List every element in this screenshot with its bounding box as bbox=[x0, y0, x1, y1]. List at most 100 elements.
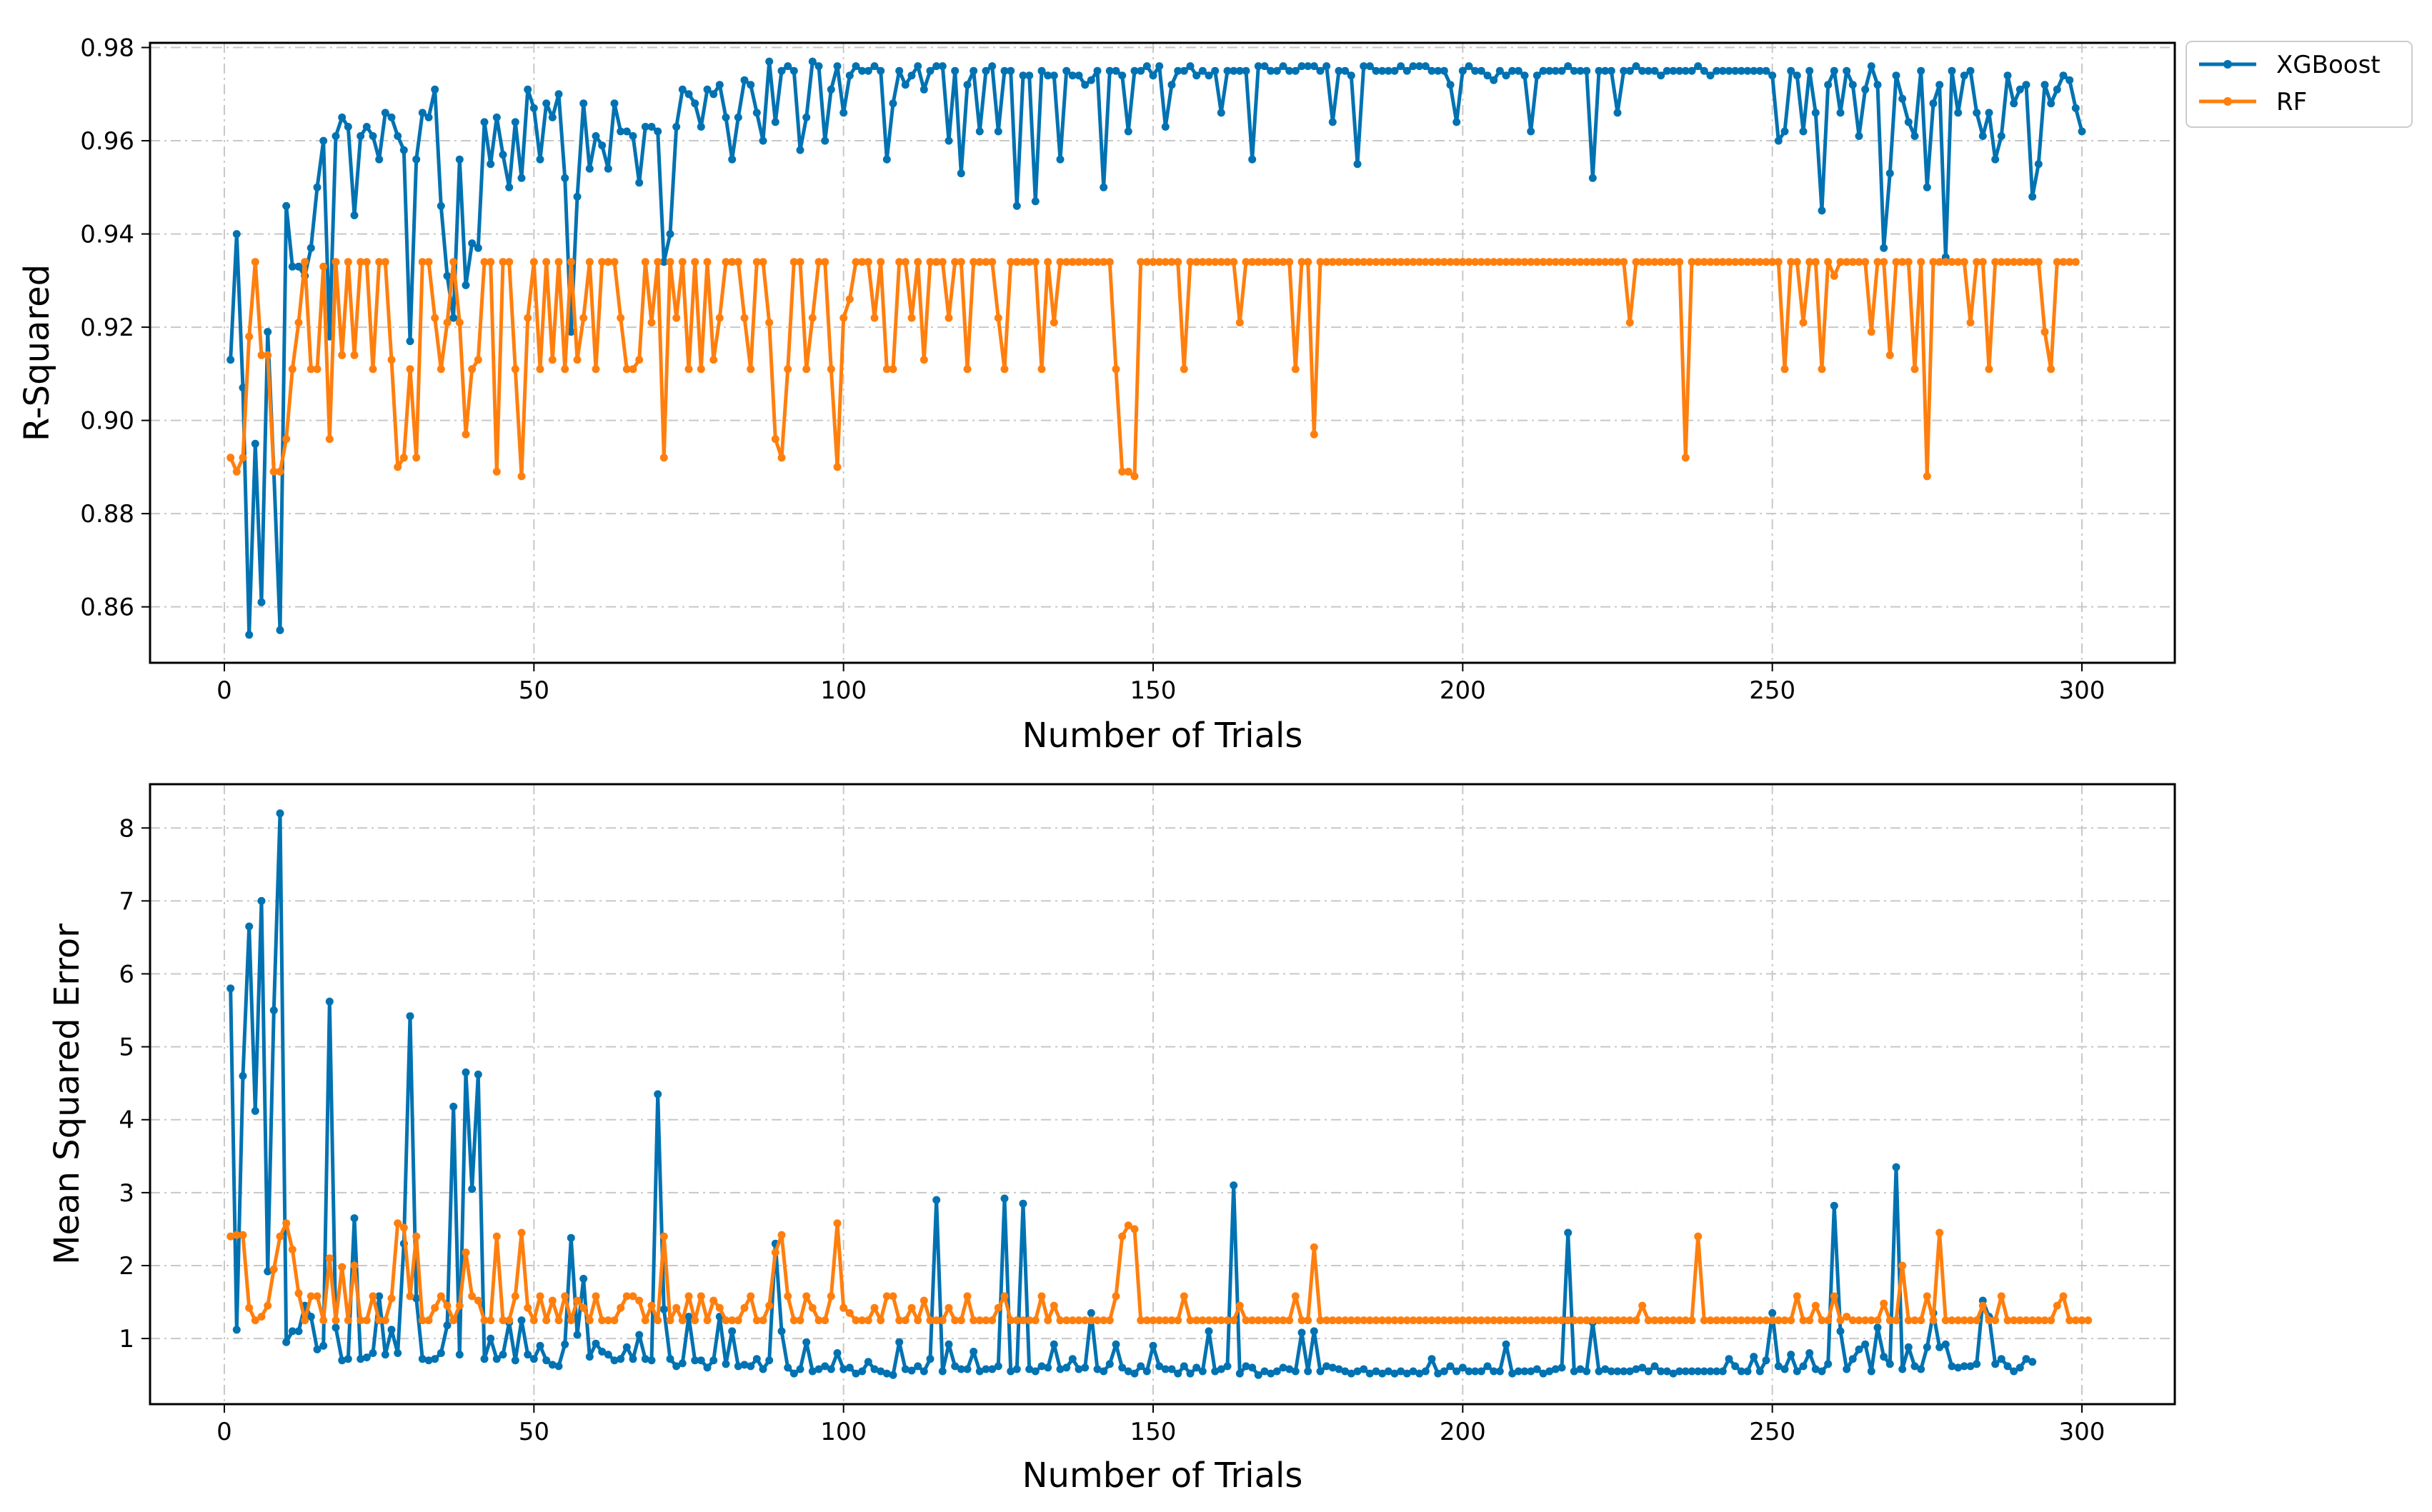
r-squared-point-rf bbox=[1180, 365, 1188, 374]
r-squared-x-axis-label: Number of Trials bbox=[1022, 716, 1303, 756]
r-squared-y-tick-label: 0.86 bbox=[80, 594, 134, 622]
r-squared-point-rf bbox=[1880, 258, 1888, 266]
r-squared-point-rf bbox=[889, 365, 897, 374]
r-squared-point-xgboost bbox=[1397, 62, 1405, 71]
r-squared-point-xgboost bbox=[1440, 66, 1448, 75]
mse-point-rf bbox=[1192, 1316, 1201, 1325]
mse-point-xgboost bbox=[480, 1355, 489, 1363]
mse-point-xgboost bbox=[672, 1362, 681, 1371]
mse-point-xgboost bbox=[1335, 1365, 1343, 1373]
r-squared-point-rf bbox=[1545, 258, 1554, 266]
r-squared-point-rf bbox=[1799, 319, 1808, 327]
r-squared-point-xgboost bbox=[1892, 71, 1900, 80]
mse-point-rf bbox=[1124, 1221, 1132, 1230]
r-squared-point-rf bbox=[1081, 258, 1090, 266]
mse-point-xgboost bbox=[1465, 1367, 1473, 1376]
r-squared-point-xgboost bbox=[1935, 81, 1944, 89]
mse-point-rf bbox=[1657, 1316, 1665, 1325]
r-squared-point-xgboost bbox=[1762, 66, 1770, 75]
mse-point-rf bbox=[1235, 1301, 1244, 1310]
mse-point-xgboost bbox=[1780, 1365, 1789, 1373]
r-squared-point-rf bbox=[325, 435, 334, 444]
mse-point-xgboost bbox=[1031, 1367, 1040, 1376]
r-squared-point-rf bbox=[994, 314, 1002, 322]
r-squared-point-xgboost bbox=[548, 113, 557, 121]
mse-point-xgboost bbox=[579, 1274, 588, 1283]
mse-point-xgboost bbox=[1155, 1362, 1164, 1371]
r-squared-point-rf bbox=[1477, 258, 1485, 266]
mse-point-xgboost bbox=[864, 1358, 872, 1366]
r-squared-point-xgboost bbox=[1260, 62, 1269, 71]
mse-point-rf bbox=[814, 1316, 823, 1325]
mse-point-xgboost bbox=[1012, 1365, 1021, 1373]
mse-point-rf bbox=[536, 1292, 544, 1301]
mse-point-xgboost bbox=[554, 1362, 563, 1371]
mse-point-rf bbox=[2022, 1316, 2030, 1325]
mse-point-rf bbox=[1068, 1316, 1077, 1325]
mse-point-xgboost bbox=[1923, 1343, 1931, 1351]
mse-point-rf bbox=[1929, 1316, 1938, 1325]
mse-point-rf bbox=[288, 1246, 296, 1253]
r-squared-point-xgboost bbox=[635, 179, 644, 187]
mse-point-xgboost bbox=[1137, 1362, 1145, 1371]
r-squared-point-rf bbox=[1490, 258, 1498, 266]
mse-point-xgboost bbox=[1551, 1365, 1560, 1373]
r-squared-point-xgboost bbox=[864, 66, 872, 75]
mse-point-xgboost bbox=[1620, 1367, 1628, 1376]
mse-point-xgboost bbox=[1904, 1343, 1913, 1351]
mse-point-xgboost bbox=[1347, 1369, 1355, 1378]
r-squared-y-tick-label: 0.98 bbox=[80, 34, 134, 63]
r-squared-point-rf bbox=[474, 356, 482, 364]
mse-point-rf bbox=[1718, 1316, 1727, 1325]
r-squared-point-xgboost bbox=[1799, 127, 1808, 136]
r-squared-point-xgboost bbox=[1885, 169, 1894, 178]
r-squared-point-rf bbox=[870, 314, 879, 322]
r-squared-point-rf bbox=[1539, 258, 1548, 266]
mse-point-xgboost bbox=[635, 1331, 644, 1339]
mse-point-rf bbox=[839, 1303, 848, 1312]
r-squared-point-rf bbox=[1260, 258, 1269, 266]
r-squared-point-xgboost bbox=[1997, 132, 2005, 140]
r-squared-point-xgboost bbox=[1663, 66, 1671, 75]
mse-point-xgboost bbox=[604, 1351, 612, 1359]
r-squared-point-xgboost bbox=[852, 62, 860, 71]
mse-point-xgboost bbox=[276, 809, 284, 818]
r-squared-point-xgboost bbox=[387, 113, 396, 121]
mse-point-rf bbox=[715, 1303, 724, 1312]
r-squared-point-xgboost bbox=[889, 99, 897, 108]
mse-point-xgboost bbox=[882, 1369, 891, 1378]
r-squared-point-rf bbox=[901, 258, 909, 266]
mse-point-rf bbox=[1248, 1316, 1257, 1325]
mse-point-rf bbox=[1638, 1301, 1647, 1310]
r-squared-point-rf bbox=[1625, 319, 1634, 327]
mse-point-rf bbox=[1260, 1316, 1269, 1325]
mse-point-rf bbox=[827, 1292, 835, 1301]
mse-point-xgboost bbox=[1044, 1363, 1052, 1372]
mse-point-rf bbox=[852, 1316, 860, 1325]
mse-point-rf bbox=[338, 1263, 347, 1271]
r-squared-point-rf bbox=[1007, 258, 1015, 266]
mse-point-xgboost bbox=[1514, 1367, 1523, 1376]
r-squared-point-rf bbox=[1198, 258, 1207, 266]
r-squared-point-rf bbox=[2028, 258, 2037, 266]
r-squared-point-rf bbox=[1124, 467, 1132, 476]
r-squared-point-xgboost bbox=[1774, 136, 1783, 145]
mse-point-rf bbox=[1335, 1316, 1343, 1325]
mse-point-rf bbox=[1935, 1228, 1944, 1237]
mse-point-rf bbox=[2071, 1316, 2080, 1325]
mse-point-xgboost bbox=[1539, 1369, 1548, 1378]
r-squared-point-rf bbox=[232, 467, 241, 476]
mse-point-rf bbox=[1446, 1316, 1455, 1325]
r-squared-point-xgboost bbox=[1272, 66, 1281, 75]
r-squared-point-xgboost bbox=[338, 113, 347, 121]
mse-point-rf bbox=[1415, 1316, 1424, 1325]
r-squared-series-xgboost bbox=[226, 57, 2086, 639]
r-squared-axes-frame bbox=[149, 41, 2176, 664]
mse-point-rf bbox=[499, 1316, 507, 1325]
r-squared-point-xgboost bbox=[1780, 127, 1789, 136]
mse-point-rf bbox=[938, 1316, 947, 1325]
mse-point-rf bbox=[1211, 1316, 1220, 1325]
mse-point-xgboost bbox=[313, 1345, 322, 1353]
mse-point-rf bbox=[1007, 1316, 1015, 1325]
